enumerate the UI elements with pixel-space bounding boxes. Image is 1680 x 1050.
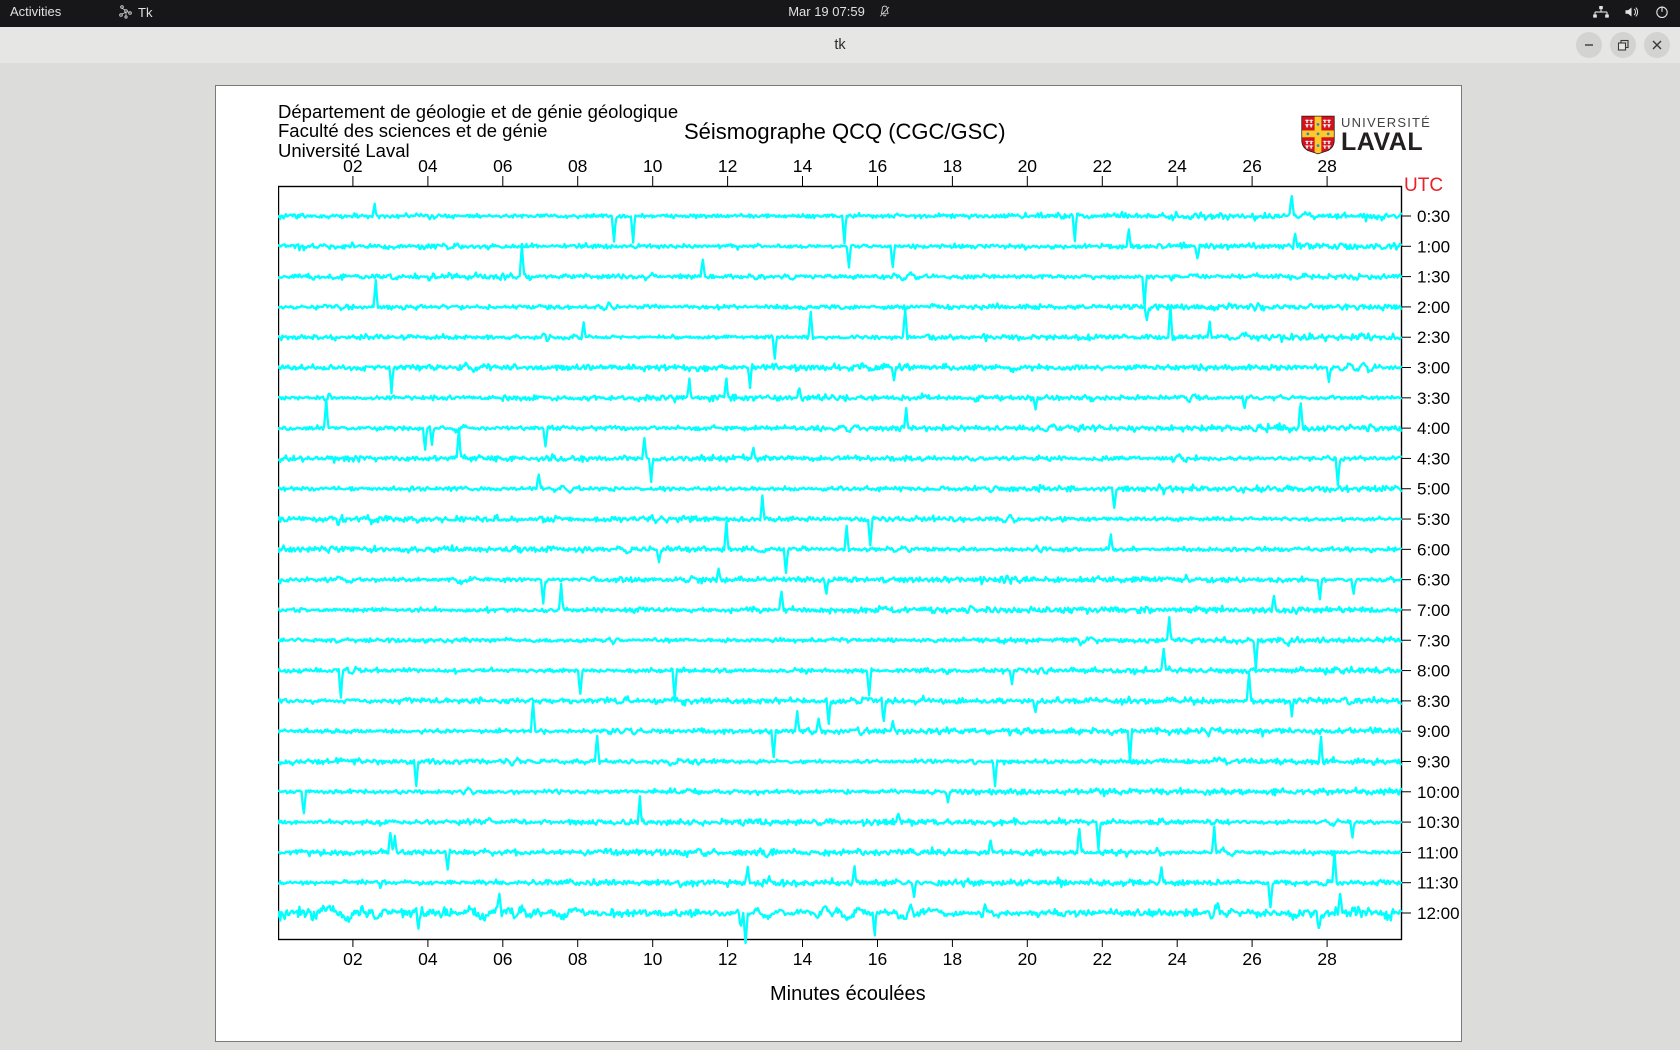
svg-text:6:00: 6:00	[1417, 540, 1450, 559]
svg-text:4:30: 4:30	[1417, 449, 1450, 468]
svg-text:12: 12	[718, 949, 737, 969]
svg-text:18: 18	[943, 949, 962, 969]
svg-text:1:00: 1:00	[1417, 237, 1450, 256]
svg-text:20: 20	[1018, 156, 1038, 176]
svg-text:3:00: 3:00	[1417, 359, 1450, 378]
svg-text:2:00: 2:00	[1417, 298, 1450, 317]
svg-text:04: 04	[418, 156, 438, 176]
svg-text:26: 26	[1242, 949, 1261, 969]
svg-text:08: 08	[568, 949, 587, 969]
svg-text:14: 14	[793, 949, 813, 969]
svg-text:24: 24	[1167, 156, 1187, 176]
svg-text:26: 26	[1242, 156, 1261, 176]
svg-text:18: 18	[943, 156, 962, 176]
svg-text:11:30: 11:30	[1417, 874, 1458, 893]
svg-text:10:30: 10:30	[1417, 813, 1460, 832]
svg-text:7:00: 7:00	[1417, 601, 1450, 620]
svg-text:8:00: 8:00	[1417, 662, 1450, 681]
svg-text:2:30: 2:30	[1417, 328, 1450, 347]
svg-text:7:30: 7:30	[1417, 631, 1450, 650]
svg-text:9:00: 9:00	[1417, 722, 1450, 741]
svg-text:16: 16	[868, 156, 887, 176]
svg-text:02: 02	[343, 156, 362, 176]
svg-text:28: 28	[1317, 156, 1336, 176]
svg-text:22: 22	[1093, 949, 1112, 969]
svg-text:10: 10	[643, 949, 663, 969]
svg-text:06: 06	[493, 156, 512, 176]
svg-text:1:30: 1:30	[1417, 268, 1450, 287]
svg-text:8:30: 8:30	[1417, 692, 1450, 711]
svg-text:4:00: 4:00	[1417, 419, 1450, 438]
svg-text:08: 08	[568, 156, 587, 176]
svg-text:16: 16	[868, 949, 887, 969]
svg-text:5:30: 5:30	[1417, 510, 1450, 529]
svg-text:6:30: 6:30	[1417, 571, 1450, 590]
svg-text:12:00: 12:00	[1417, 904, 1460, 923]
svg-text:11:00: 11:00	[1417, 843, 1458, 862]
svg-text:28: 28	[1317, 949, 1336, 969]
svg-text:24: 24	[1167, 949, 1187, 969]
svg-text:3:30: 3:30	[1417, 389, 1450, 408]
svg-text:9:30: 9:30	[1417, 752, 1450, 771]
svg-text:10: 10	[643, 156, 663, 176]
svg-text:04: 04	[418, 949, 438, 969]
svg-text:02: 02	[343, 949, 362, 969]
svg-text:5:00: 5:00	[1417, 480, 1450, 499]
svg-text:12: 12	[718, 156, 737, 176]
svg-text:10:00: 10:00	[1417, 783, 1460, 802]
svg-text:0:30: 0:30	[1417, 207, 1450, 226]
svg-text:22: 22	[1093, 156, 1112, 176]
svg-text:20: 20	[1018, 949, 1038, 969]
svg-text:06: 06	[493, 949, 512, 969]
svg-text:14: 14	[793, 156, 813, 176]
